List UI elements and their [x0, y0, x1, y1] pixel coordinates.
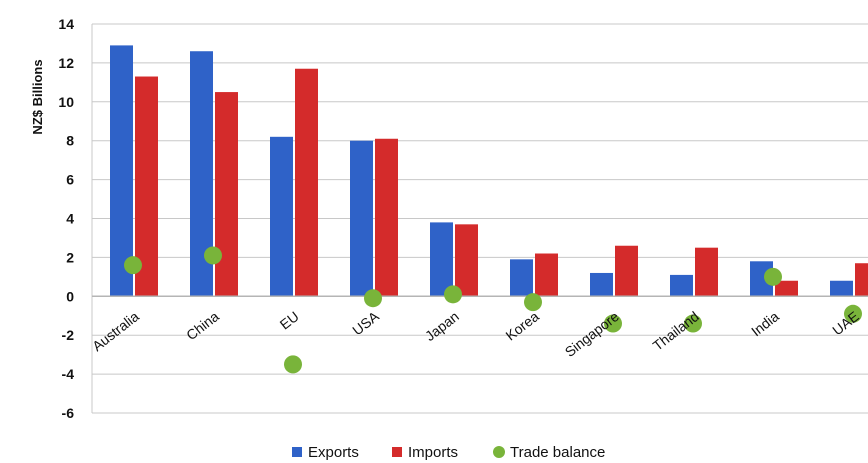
category-label: Japan: [422, 308, 462, 344]
exports-bar: [830, 281, 853, 297]
imports-bar: [615, 246, 638, 297]
y-tick-label: 0: [66, 288, 74, 304]
exports-bar: [510, 259, 533, 296]
imports-bar: [695, 248, 718, 297]
y-axis-label: NZ$ Billions: [30, 59, 45, 134]
category-label: India: [748, 308, 782, 339]
y-tick-label: 14: [58, 16, 74, 32]
trade-balance-point: [284, 355, 302, 373]
imports-bar: [535, 254, 558, 297]
legend: Exports Imports Trade balance: [292, 444, 605, 461]
imports-bar: [215, 92, 238, 296]
category-label: China: [183, 308, 222, 343]
trade-balance-point: [764, 268, 782, 286]
category-label: Korea: [503, 308, 542, 344]
exports-bar: [590, 273, 613, 296]
legend-swatch: [292, 447, 302, 457]
y-tick-label: 4: [66, 211, 74, 227]
trade-balance-point: [204, 246, 222, 264]
imports-bar: [295, 69, 318, 297]
category-label: Australia: [89, 308, 142, 354]
category-labels: Australia China EU USA Japan Korea Singapore Th…: [89, 308, 862, 360]
legend-label: Trade balance: [510, 444, 605, 461]
y-tick-label: -4: [62, 366, 75, 382]
y-tick-label: -6: [62, 405, 75, 421]
trade-balance-point: [524, 293, 542, 311]
exports-bar: [430, 222, 453, 296]
trade-balance-point: [444, 285, 462, 303]
y-tick-label: 8: [66, 133, 74, 149]
category-label: USA: [349, 308, 382, 339]
y-tick-label: 2: [66, 249, 74, 265]
exports-bar: [670, 275, 693, 296]
category-label: EU: [277, 308, 302, 333]
trade-balance-point: [124, 256, 142, 274]
y-tick-label: 6: [66, 172, 74, 188]
imports-bar: [455, 224, 478, 296]
exports-bar: [270, 137, 293, 296]
trade-balance-point: [364, 289, 382, 307]
bars: [110, 45, 868, 296]
legend-swatch: [392, 447, 402, 457]
imports-bar: [855, 263, 868, 296]
y-tick-label: 12: [58, 55, 74, 71]
exports-bar: [350, 141, 373, 297]
imports-bar: [375, 139, 398, 297]
legend-label: Imports: [408, 444, 458, 461]
legend-label: Exports: [308, 444, 359, 461]
category-label: Singapore: [562, 308, 622, 360]
y-tick-label: 10: [58, 94, 74, 110]
y-tick-labels: -6 -4 -2 0 2 4 6 8 10 12 14: [58, 16, 74, 421]
legend-swatch: [493, 446, 505, 458]
y-tick-label: -2: [62, 327, 75, 343]
